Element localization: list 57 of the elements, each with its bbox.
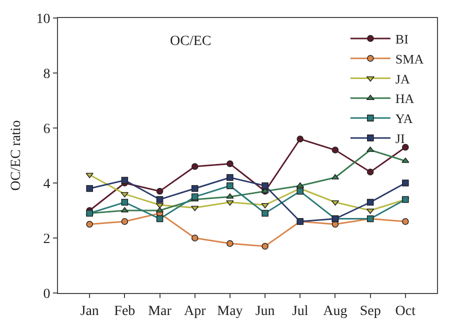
point: [121, 218, 128, 225]
y-tick-label: 8: [43, 66, 50, 82]
point: [226, 182, 234, 190]
point: [402, 144, 409, 151]
x-tick-label: Apr: [184, 304, 206, 319]
point: [331, 200, 340, 206]
y-tick-label: 6: [43, 122, 50, 137]
point: [191, 206, 199, 212]
point: [296, 136, 304, 142]
point: [262, 242, 268, 250]
y-tick-label: 4: [43, 176, 50, 192]
point: [156, 215, 164, 222]
legend-label: BI: [395, 32, 408, 47]
point: [191, 193, 198, 200]
point: [402, 180, 409, 186]
point: [191, 163, 198, 170]
x-tick-label: May: [217, 304, 243, 319]
legend-label: HA: [395, 91, 415, 106]
point: [226, 160, 234, 168]
point: [296, 188, 304, 195]
point: [191, 234, 198, 242]
x-tick-label: Jul: [292, 304, 308, 319]
x-tick-label: Aug: [323, 304, 348, 319]
point: [121, 198, 128, 206]
y-tick-label: 2: [43, 232, 50, 247]
x-tick-label: Mar: [148, 304, 172, 319]
x-tick-label: Jan: [80, 304, 99, 319]
legend-label: JI: [395, 131, 405, 146]
x-tick-label: Jun: [255, 304, 275, 319]
point: [226, 200, 234, 206]
legend-label: SMA: [395, 51, 424, 66]
x-tick-label: Feb: [114, 304, 136, 319]
point: [262, 182, 268, 190]
point: [366, 168, 374, 176]
text: OC/EC: [170, 34, 212, 49]
point: [86, 172, 94, 178]
point: [226, 174, 234, 181]
legend-label: YA: [395, 111, 414, 126]
point: [121, 176, 128, 184]
point: [366, 198, 374, 206]
point: [332, 146, 339, 154]
point: [226, 193, 234, 199]
point: [262, 210, 268, 217]
point: [296, 182, 304, 188]
y-axis-title: OC/EC ratio: [9, 120, 24, 191]
x-tick-label: Sep: [360, 304, 381, 319]
y-tick-label: 0: [43, 286, 50, 302]
point: [402, 218, 409, 225]
point: [156, 188, 164, 195]
y-tick-label: 10: [36, 12, 50, 27]
point: [191, 185, 198, 192]
legend-label: JA: [395, 71, 410, 86]
point: [226, 240, 234, 247]
point: [86, 220, 93, 228]
point: [156, 196, 164, 203]
x-tick-label: Oct: [395, 304, 416, 319]
point: [86, 185, 93, 192]
